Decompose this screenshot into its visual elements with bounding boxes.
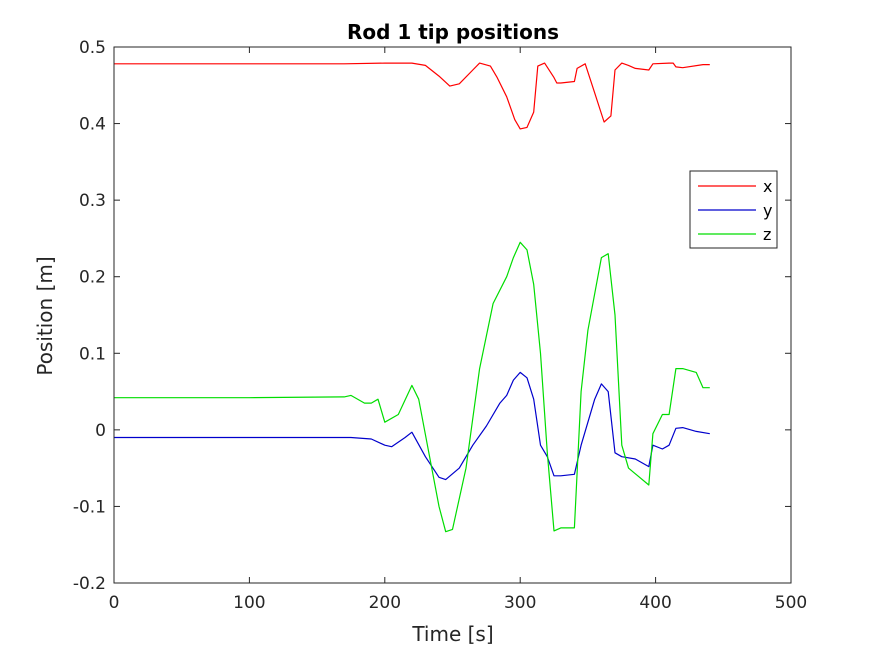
y-tick-label: -0.2 [73, 574, 106, 594]
legend: xyz [689, 170, 778, 249]
legend-label-y: y [763, 201, 772, 220]
y-tick-label: 0.5 [79, 38, 106, 58]
legend-label-x: x [763, 177, 772, 196]
axes-box [113, 46, 792, 584]
legend-label-z: z [763, 225, 771, 244]
x-tick-label: 300 [504, 593, 536, 613]
x-tick-label: 200 [369, 593, 401, 613]
y-tick-label: -0.1 [73, 497, 106, 517]
y-tick-label: 0 [95, 421, 106, 441]
y-tick-label: 0.1 [79, 344, 106, 364]
y-tick-label: 0.2 [79, 268, 106, 288]
x-tick-label: 0 [109, 593, 120, 613]
series-line-z [114, 241, 710, 533]
x-axis-label: Time [s] [411, 622, 493, 646]
x-tick-label: 400 [639, 593, 671, 613]
series-line-x [114, 62, 710, 130]
y-axis-label: Position [m] [33, 256, 57, 375]
y-axis: -0.2 -0.1 0 0.1 0.2 0.3 0.4 0.5 [73, 38, 791, 594]
x-axis: 0 100 200 300 400 500 [109, 47, 807, 613]
y-tick-label: 0.4 [79, 115, 106, 135]
chart-title: Rod 1 tip positions [347, 20, 559, 44]
x-tick-label: 100 [233, 593, 265, 613]
plot-area [114, 62, 710, 533]
x-tick-label: 500 [775, 593, 807, 613]
y-tick-label: 0.3 [79, 191, 106, 211]
